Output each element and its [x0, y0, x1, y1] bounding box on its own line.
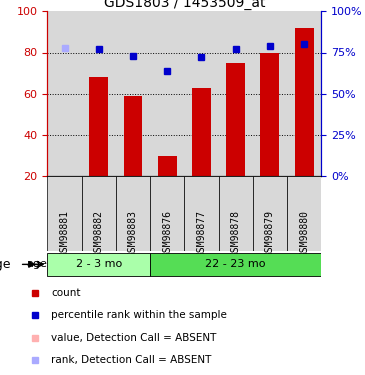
- Text: GSM98879: GSM98879: [265, 210, 275, 257]
- Bar: [219, 11, 253, 176]
- Bar: [82, 176, 116, 251]
- Bar: [184, 176, 219, 251]
- Text: rank, Detection Call = ABSENT: rank, Detection Call = ABSENT: [51, 355, 211, 365]
- Bar: [82, 11, 116, 176]
- Text: 2 - 3 mo: 2 - 3 mo: [76, 260, 122, 269]
- Text: GSM98882: GSM98882: [94, 210, 104, 257]
- Bar: [150, 253, 321, 276]
- Bar: [89, 77, 108, 176]
- Bar: [287, 11, 321, 176]
- Bar: [150, 176, 184, 251]
- Bar: [116, 11, 150, 176]
- Bar: [124, 96, 142, 176]
- Bar: [47, 176, 82, 251]
- Bar: [150, 11, 184, 176]
- Text: value, Detection Call = ABSENT: value, Detection Call = ABSENT: [51, 333, 216, 342]
- Title: GDS1803 / 1453509_at: GDS1803 / 1453509_at: [104, 0, 265, 10]
- Bar: [287, 176, 321, 251]
- Text: count: count: [51, 288, 80, 297]
- Bar: [47, 11, 82, 176]
- Bar: [219, 176, 253, 251]
- Text: GSM98878: GSM98878: [231, 210, 241, 257]
- Text: age: age: [27, 260, 47, 269]
- Text: age: age: [0, 258, 11, 271]
- Bar: [253, 11, 287, 176]
- Bar: [226, 63, 245, 176]
- Bar: [192, 88, 211, 176]
- Bar: [295, 28, 314, 176]
- Text: GSM98883: GSM98883: [128, 210, 138, 257]
- Text: percentile rank within the sample: percentile rank within the sample: [51, 310, 227, 320]
- Bar: [184, 11, 219, 176]
- Text: GSM98876: GSM98876: [162, 210, 172, 257]
- Bar: [253, 176, 287, 251]
- Bar: [116, 176, 150, 251]
- Bar: [47, 253, 150, 276]
- Text: GSM98881: GSM98881: [59, 210, 70, 257]
- Bar: [158, 156, 177, 176]
- Text: GSM98877: GSM98877: [196, 210, 207, 257]
- Bar: [261, 53, 279, 176]
- Text: GSM98880: GSM98880: [299, 210, 309, 257]
- Text: 22 - 23 mo: 22 - 23 mo: [205, 260, 266, 269]
